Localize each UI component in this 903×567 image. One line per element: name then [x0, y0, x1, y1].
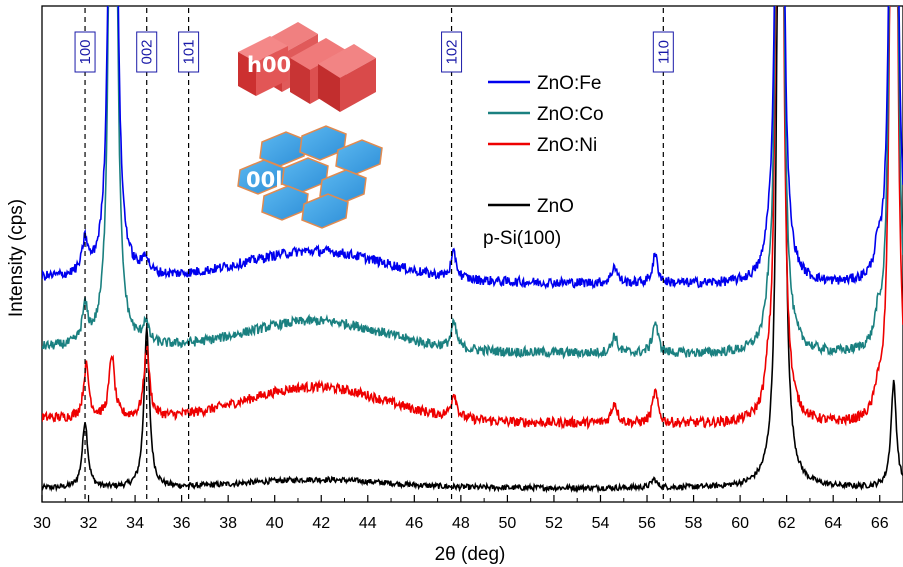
00l-platelets-illustration: 00l — [237, 125, 383, 229]
peak-marker-label: 100 — [77, 39, 94, 64]
y-axis-title: Intensity (cps) — [6, 199, 27, 317]
x-tick-label: 66 — [871, 515, 889, 532]
peak-marker-box — [74, 31, 96, 73]
peak-marker-box — [441, 31, 463, 73]
peak-marker-label: 102 — [444, 39, 461, 64]
peak-marker-box — [178, 31, 200, 73]
x-tick-label: 48 — [452, 515, 470, 532]
series-line-zno — [42, 6, 903, 494]
series-line-znoco — [42, 6, 903, 360]
series-line-znoni — [42, 6, 903, 431]
h00-label: h00 — [247, 53, 291, 77]
plot-frame — [41, 5, 903, 503]
legend-label-zno: ZnO — [537, 196, 574, 217]
series-line-znofe — [42, 6, 903, 290]
peak-marker-layer: 100 002 101 102 110 — [74, 8, 674, 502]
legend: ZnO:Fe ZnO:Co ZnO:Ni ZnO p-Si(100) — [483, 73, 604, 249]
x-tick-label: 34 — [126, 515, 144, 532]
x-tick-label: 40 — [266, 515, 284, 532]
x-tick-label: 38 — [219, 515, 237, 532]
peak-marker-label: 110 — [655, 40, 672, 64]
x-axis-title: 2θ (deg) — [435, 544, 506, 565]
x-tick-label: 58 — [685, 515, 703, 532]
x-tick-label: 64 — [824, 515, 842, 532]
legend-label-fe: ZnO:Fe — [537, 73, 601, 94]
substrate-label: p-Si(100) — [483, 228, 561, 249]
series-layer — [42, 6, 903, 494]
x-tick-label: 52 — [545, 515, 563, 532]
peak-marker-label: 002 — [139, 39, 156, 64]
x-tick-label: 62 — [778, 515, 796, 532]
x-tick-label: 36 — [173, 515, 191, 532]
legend-label-co: ZnO:Co — [537, 104, 604, 125]
x-tick-label: 30 — [33, 515, 51, 532]
legend-label-ni: ZnO:Ni — [537, 135, 597, 156]
peak-marker-box — [652, 31, 674, 73]
h00-nanorods-illustration: h00 — [238, 22, 376, 112]
x-tick-label: 46 — [405, 515, 423, 532]
00l-label: 00l — [246, 168, 282, 192]
x-axis-ticks: 30 32 34 36 38 40 42 44 46 48 50 52 54 56 58 60 62 64 66 — [33, 495, 889, 532]
peak-marker-box — [136, 31, 158, 73]
x-tick-label: 54 — [592, 515, 610, 532]
x-tick-label: 50 — [499, 515, 517, 532]
x-tick-label: 32 — [80, 515, 98, 532]
x-tick-label: 56 — [638, 515, 656, 532]
x-tick-label: 42 — [312, 515, 330, 532]
peak-marker-label: 101 — [181, 39, 198, 64]
x-tick-label: 44 — [359, 515, 377, 532]
x-tick-label: 60 — [731, 515, 749, 532]
